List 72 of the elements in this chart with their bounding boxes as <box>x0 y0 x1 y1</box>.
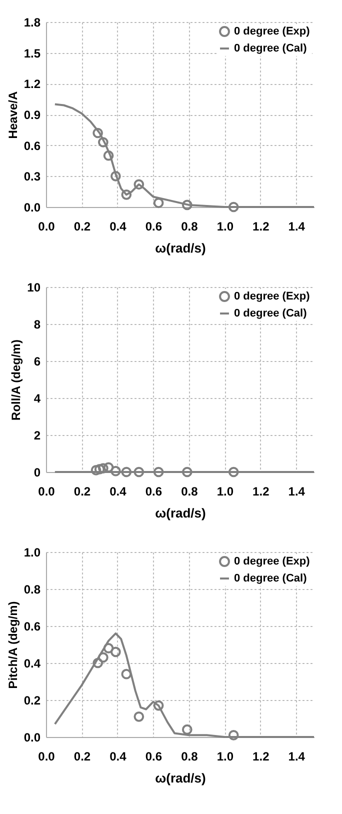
x-axis-title: ω(rad/s) <box>155 770 206 786</box>
y-tick-label: 0.6 <box>24 138 41 153</box>
point <box>121 189 132 200</box>
x-tick-label: 1.2 <box>252 220 270 234</box>
y-tick-label: 0.8 <box>24 582 41 596</box>
x-tick-label: 0.6 <box>145 484 162 498</box>
x-tick-label: 1.2 <box>252 750 270 764</box>
point <box>134 711 144 722</box>
y-tick-label: 1.0 <box>24 546 41 560</box>
x-axis-title: ω(rad/s) <box>155 506 206 520</box>
y-tick-label: 8 <box>34 318 41 332</box>
point <box>153 198 164 208</box>
x-tick-label: 1.4 <box>288 750 306 764</box>
point <box>98 652 108 663</box>
x-tick-label: 0.8 <box>181 750 198 764</box>
point <box>134 179 144 190</box>
point <box>103 643 114 654</box>
x-tick-label: 1.0 <box>216 750 234 764</box>
y-tick-label: 2 <box>34 428 41 442</box>
y-axis-title: Pitch/A (deg/m) <box>6 601 20 689</box>
y-tick-label: 1.2 <box>24 77 41 92</box>
legend-label: 0 degree (Cal) <box>234 42 308 54</box>
x-tick-label: 0.8 <box>181 220 198 234</box>
x-tick-label: 1.4 <box>288 220 306 234</box>
x-tick-label: 0.2 <box>74 484 91 498</box>
point <box>92 658 103 668</box>
point <box>182 200 192 210</box>
point <box>92 128 103 138</box>
legend-label: 0 degree (Cal) <box>234 308 308 320</box>
point <box>153 700 164 711</box>
legend-label: 0 degree (Exp) <box>234 556 310 568</box>
y-axis-title: Heave/A <box>6 90 20 139</box>
legend-label: 0 degree (Cal) <box>234 572 308 584</box>
point <box>110 170 121 182</box>
y-tick-label: 0.9 <box>24 108 41 122</box>
point <box>228 730 239 740</box>
y-tick-label: 4 <box>34 392 41 406</box>
point <box>121 668 132 680</box>
x-tick-label: 0.4 <box>110 750 127 764</box>
x-tick-label: 0.2 <box>74 750 91 764</box>
y-tick-label: 0.0 <box>24 200 41 214</box>
x-axis-title: ω(rad/s) <box>155 240 206 256</box>
y-axis-title: Roll/A (deg/m) <box>9 340 24 420</box>
x-tick-label: 1.4 <box>288 484 306 498</box>
legend-label: 0 degree (Exp) <box>234 290 310 302</box>
y-tick-label: 6 <box>34 354 41 368</box>
point <box>182 724 192 735</box>
y-tick-label: 0.6 <box>24 620 41 634</box>
point <box>110 646 121 658</box>
x-tick-label: 1.0 <box>216 220 234 234</box>
point <box>228 202 239 212</box>
x-tick-label: 0.6 <box>145 750 162 764</box>
y-tick-label: 10 <box>27 280 41 294</box>
y-tick-label: 0.4 <box>24 656 41 670</box>
line-series <box>54 103 315 208</box>
y-tick-label: 0.0 <box>24 730 41 744</box>
y-tick-label: 1.8 <box>24 16 41 30</box>
y-tick-label: 0 <box>34 466 41 480</box>
point <box>98 137 108 148</box>
legend-label: 0 degree (Exp) <box>234 26 310 38</box>
x-tick-label: 0.4 <box>110 220 127 234</box>
y-tick-label: 1.5 <box>24 46 41 60</box>
line-series <box>54 632 315 738</box>
x-tick-label: 0.8 <box>181 484 198 498</box>
x-tick-label: 1.2 <box>252 484 270 498</box>
x-tick-label: 1.0 <box>216 484 234 498</box>
x-tick-label: 0.6 <box>145 220 162 234</box>
y-tick-label: 0.3 <box>24 170 41 184</box>
y-tick-label: 0.2 <box>24 694 41 708</box>
x-tick-label: 0.4 <box>110 484 127 498</box>
point <box>103 150 114 161</box>
x-tick-label: 0.2 <box>74 220 91 234</box>
